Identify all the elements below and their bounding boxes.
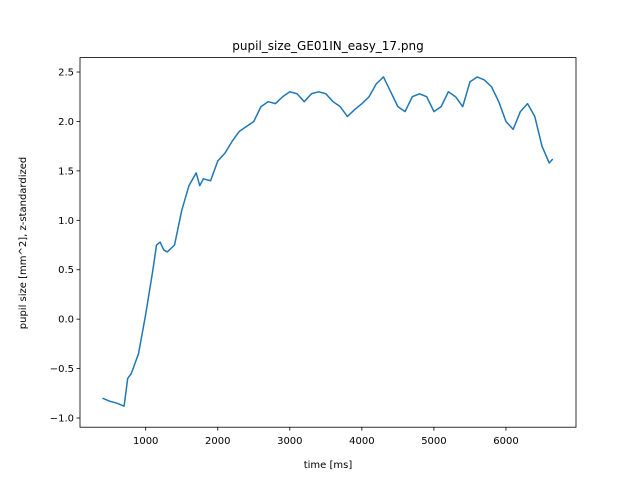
data-line [102, 76, 554, 407]
y-tick-label: 1.0 [58, 216, 74, 227]
chart-title: pupil_size_GE01IN_easy_17.png [232, 39, 423, 53]
y-tick-label: 2.5 [58, 68, 74, 79]
y-tick-label: −1.0 [50, 414, 74, 425]
y-tick-label: 0.0 [58, 315, 74, 326]
plot-frame [79, 57, 577, 428]
x-tick-label: 3000 [277, 436, 302, 447]
x-axis-label: time [ms] [304, 460, 353, 471]
x-tick-label: 2000 [205, 436, 230, 447]
x-tick-label: 1000 [133, 436, 158, 447]
x-tick-label: 6000 [493, 436, 518, 447]
y-tick-label: 0.5 [58, 265, 74, 276]
x-tick-label: 4000 [349, 436, 374, 447]
y-tick-label: 2.0 [58, 117, 74, 128]
y-tick-label: −0.5 [50, 364, 74, 375]
y-tick-label: 1.5 [58, 166, 74, 177]
y-axis-label: pupil size [mm^2], z-standardized [18, 157, 29, 329]
x-tick-label: 5000 [421, 436, 446, 447]
